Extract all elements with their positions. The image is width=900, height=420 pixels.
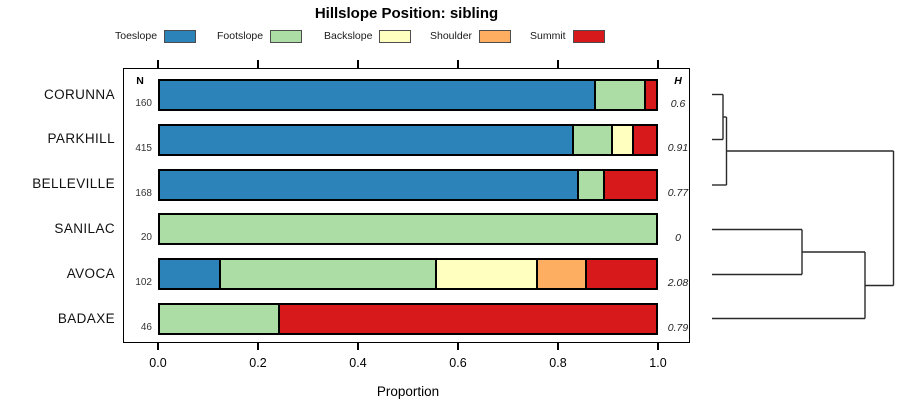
x-tick-top (257, 60, 259, 69)
legend-label: Toeslope (115, 30, 158, 42)
legend-label: Summit (530, 30, 566, 42)
legend-item: Shoulder (430, 28, 512, 44)
h-column-header: H (674, 75, 682, 87)
bar-segment-footslope (571, 125, 612, 154)
h-value: 0.91 (667, 142, 689, 155)
x-tick-label: 0.4 (349, 356, 367, 370)
legend-swatch (164, 29, 197, 43)
x-tick-label: 0.2 (249, 356, 267, 370)
legend-swatch (479, 29, 512, 43)
x-tick-label: 0.6 (449, 356, 467, 370)
bar-segment-shoulder (536, 260, 586, 289)
h-value: 2.08 (667, 276, 689, 289)
legend-swatch (379, 29, 412, 43)
legend-label: Footslope (217, 30, 264, 42)
bar (158, 168, 658, 201)
x-tick-top (457, 60, 459, 69)
n-value: 160 (135, 98, 152, 109)
row-label: SANILAC (54, 220, 115, 236)
x-tick-bottom (257, 341, 259, 351)
bar (158, 258, 658, 291)
n-value: 415 (135, 142, 152, 154)
bar-segment-summit (278, 305, 656, 333)
legend-item: Backslope (324, 28, 412, 44)
bar-segment-toeslope (160, 81, 594, 109)
chart-title: Hillslope Position: sibling (314, 5, 499, 22)
n-value: 102 (135, 277, 152, 289)
bar-segment-footslope (160, 215, 656, 244)
n-value: 46 (140, 322, 152, 333)
bar-segment-toeslope (160, 170, 577, 199)
x-tick-top (357, 60, 359, 69)
bar-segment-footslope (160, 305, 279, 333)
bar-segment-toeslope (160, 125, 572, 154)
bar-segment-summit (632, 125, 656, 154)
bar (158, 303, 658, 335)
row-label: AVOCA (66, 265, 115, 281)
bar-segment-summit (585, 260, 656, 289)
legend-swatch (572, 29, 605, 43)
x-tick-bottom (457, 341, 459, 351)
legend-label: Backslope (324, 30, 373, 42)
x-axis-title: Proportion (376, 384, 440, 399)
x-tick-top (557, 60, 559, 69)
row-label: PARKHILL (47, 131, 115, 147)
h-value: 0.79 (667, 321, 689, 334)
bar (158, 123, 658, 156)
bar (158, 79, 658, 111)
row-label: BELLEVILLE (32, 176, 115, 192)
x-tick-label: 0.0 (149, 356, 167, 370)
x-tick-label: 1.0 (649, 356, 667, 370)
n-value: 20 (140, 232, 152, 244)
legend-swatch (270, 29, 303, 43)
h-value: 0 (675, 231, 681, 244)
x-tick-top (157, 60, 159, 69)
bar (158, 213, 658, 246)
x-tick-bottom (157, 341, 159, 351)
n-value: 168 (135, 187, 152, 199)
h-value: 0.6 (670, 97, 686, 110)
x-tick-top (657, 60, 659, 69)
bar-segment-backslope (611, 125, 633, 154)
legend-item: Footslope (217, 28, 303, 44)
bar-segment-backslope (435, 260, 537, 289)
row-label: CORUNNA (43, 86, 115, 102)
row-label: BADAXE (57, 310, 115, 326)
h-value: 0.77 (667, 187, 689, 200)
x-tick-label: 0.8 (549, 356, 567, 370)
legend-item: Summit (530, 28, 605, 44)
bar-segment-footslope (594, 81, 644, 109)
x-tick-bottom (357, 341, 359, 351)
x-tick-bottom (657, 341, 659, 351)
bar-segment-toeslope (160, 260, 219, 289)
plot-box (123, 68, 690, 343)
bar-segment-summit (643, 81, 656, 109)
bar-segment-footslope (576, 170, 604, 199)
legend-label: Shoulder (430, 30, 473, 42)
bar-segment-footslope (218, 260, 436, 289)
legend-item: Toeslope (115, 28, 197, 44)
n-column-header: N (136, 75, 144, 87)
x-tick-bottom (557, 341, 559, 351)
bar-segment-summit (603, 170, 656, 199)
